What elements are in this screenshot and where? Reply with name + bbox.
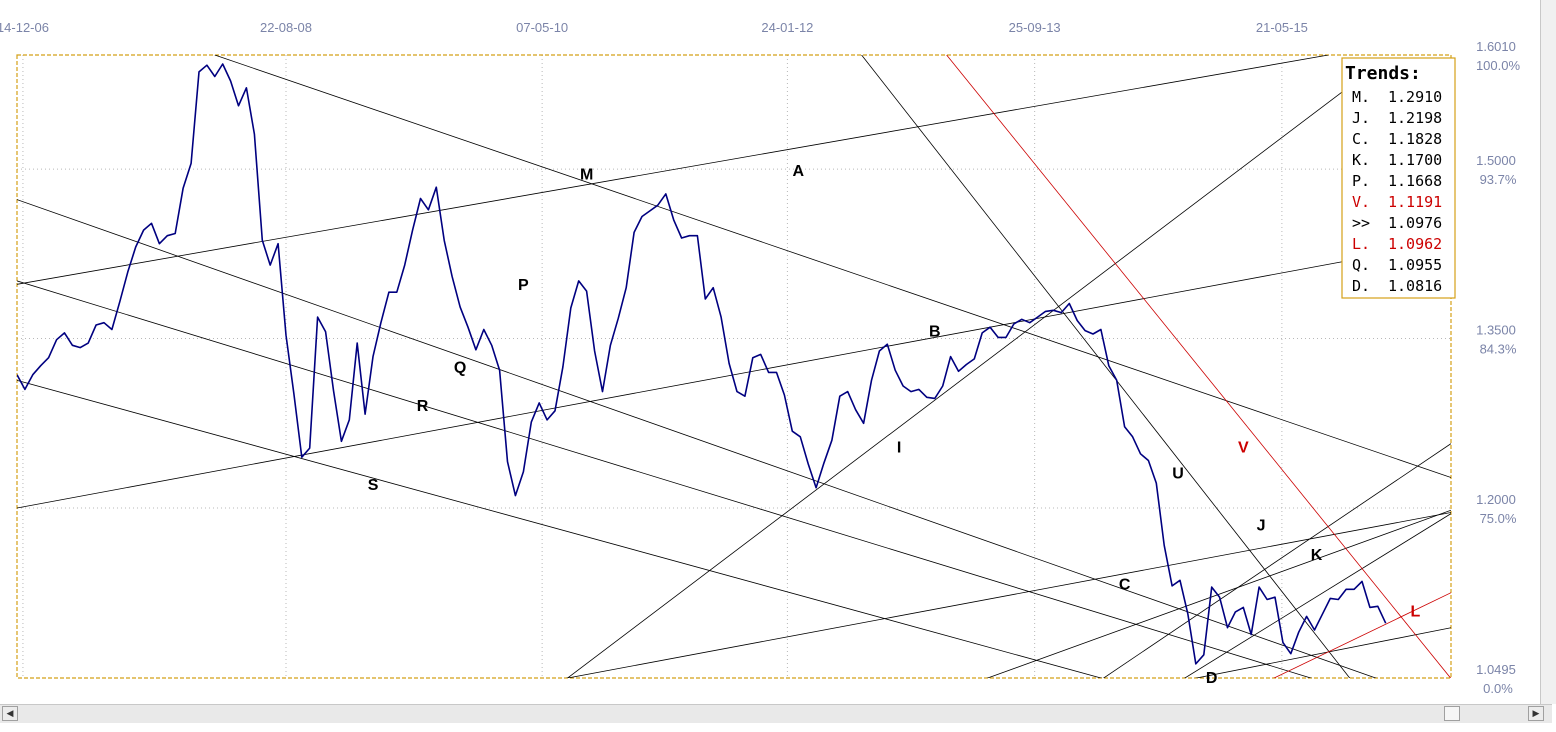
scrollbar-thumb[interactable] (1444, 706, 1460, 721)
arrow-right-icon: ▶ (1532, 708, 1540, 719)
y-tick-pct-label: 84.3% (1480, 342, 1517, 357)
plot-frame (16, 54, 1452, 679)
trend-line-p (17, 199, 1377, 678)
legend-title: Trends: (1345, 63, 1421, 84)
chart-canvas[interactable]: M A P B Q R I S U V J K C L D 14-12-06 22-08-08 07-05-10… (0, 0, 1540, 704)
trend-line-m (214, 55, 1451, 478)
y-tick-price-label: 1.3500 (1476, 323, 1516, 338)
trend-label-p: P (518, 277, 529, 294)
trend-label-d: D (1206, 670, 1218, 687)
trend-line-a (17, 55, 1329, 285)
x-axis: 14-12-06 22-08-08 07-05-10 24-01-12 25-09-13… (0, 20, 1308, 35)
y-axis: 1.6010 100.0% 1.5000 93.7% 1.3500 84.3% 1.2000… (1476, 39, 1521, 696)
trend-label-u: U (1172, 466, 1184, 483)
y-tick-pct-label: 100.0% (1476, 58, 1521, 73)
legend-item-value: 1.0816 (1388, 277, 1442, 295)
legend-item-label: >> (1352, 214, 1370, 232)
trend-line-v (946, 55, 1451, 678)
y-tick-price-label: 1.5000 (1476, 153, 1516, 168)
legend-item-value: 1.0976 (1388, 214, 1442, 232)
x-tick-label: 25-09-13 (1009, 20, 1061, 35)
trend-label-s: S (368, 477, 379, 494)
trend-label-b: B (929, 323, 941, 340)
legend-item-label: M. (1352, 88, 1370, 106)
trend-label-a: A (793, 163, 805, 180)
letter-labels-layer: M A P B Q R I S U V J K C L D (368, 163, 1421, 687)
x-tick-label: 14-12-06 (0, 20, 49, 35)
trend-label-i: I (897, 440, 901, 457)
trend-label-k: K (1311, 547, 1323, 564)
x-tick-label: 21-05-15 (1256, 20, 1308, 35)
x-tick-label: 22-08-08 (260, 20, 312, 35)
trend-line-b (17, 261, 1343, 509)
y-tick-pct-label: 93.7% (1480, 172, 1517, 187)
trend-label-r: R (417, 398, 429, 415)
trend-line-q (17, 280, 1313, 678)
x-tick-label: 24-01-12 (761, 20, 813, 35)
trend-label-v: V (1238, 440, 1249, 457)
legend-item-value: 1.1668 (1388, 172, 1442, 190)
trend-line-j1 (1103, 443, 1451, 678)
x-tick-label: 07-05-10 (516, 20, 568, 35)
trend-label-q: Q (454, 359, 466, 376)
scroll-right-button[interactable]: ▶ (1528, 706, 1544, 721)
trend-line-i (566, 88, 1347, 678)
y-tick-price-label: 1.2000 (1476, 492, 1516, 507)
trend-label-c: C (1119, 576, 1131, 593)
right-panel-edge (1540, 0, 1556, 704)
trend-label-m: M (580, 166, 593, 183)
legend-item-value: 1.0955 (1388, 256, 1442, 274)
legend-item-value: 1.1828 (1388, 130, 1442, 148)
legend-item-label: L. (1352, 235, 1370, 253)
legend-item-label: J. (1352, 109, 1370, 127)
legend-item-label: Q. (1352, 256, 1370, 274)
trend-label-j: J (1257, 518, 1266, 535)
legend-item-value: 1.1700 (1388, 151, 1442, 169)
trend-lines-layer (17, 55, 1451, 678)
trend-line-l (1273, 592, 1451, 678)
legend-item-label: V. (1352, 193, 1370, 211)
trend-line-j2 (986, 509, 1451, 678)
horizontal-scrollbar[interactable]: ◀ ▶ (0, 704, 1552, 723)
legend-item-value: 1.0962 (1388, 235, 1442, 253)
legend-item-label: D. (1352, 277, 1370, 295)
legend-item-value: 1.2198 (1388, 109, 1442, 127)
trends-legend: Trends: M. 1.2910 J. 1.2198 C. 1.1828 K. 1.1700 P… (1341, 57, 1456, 299)
legend-item-label: K. (1352, 151, 1370, 169)
trend-line-u (861, 55, 1351, 678)
legend-item-label: C. (1352, 130, 1370, 148)
arrow-left-icon: ◀ (6, 708, 14, 719)
trend-label-l: L (1411, 603, 1421, 620)
legend-box (1341, 57, 1456, 299)
legend-item-value: 1.2910 (1388, 88, 1442, 106)
trend-line-d (1194, 627, 1451, 678)
trend-line-k (1184, 513, 1451, 678)
y-tick-pct-label: 75.0% (1480, 511, 1517, 526)
y-tick-price-label: 1.0495 (1476, 662, 1516, 677)
y-tick-price-label: 1.6010 (1476, 39, 1516, 54)
trend-line-c (565, 512, 1451, 678)
y-tick-pct-label: 0.0% (1483, 681, 1513, 696)
legend-item-value: 1.1191 (1388, 193, 1442, 211)
trend-line-s (17, 379, 1103, 678)
grid-layer (16, 54, 1452, 679)
scroll-left-button[interactable]: ◀ (2, 706, 18, 721)
price-series-line (17, 63, 1387, 665)
price-line-layer (17, 63, 1387, 665)
legend-item-label: P. (1352, 172, 1370, 190)
